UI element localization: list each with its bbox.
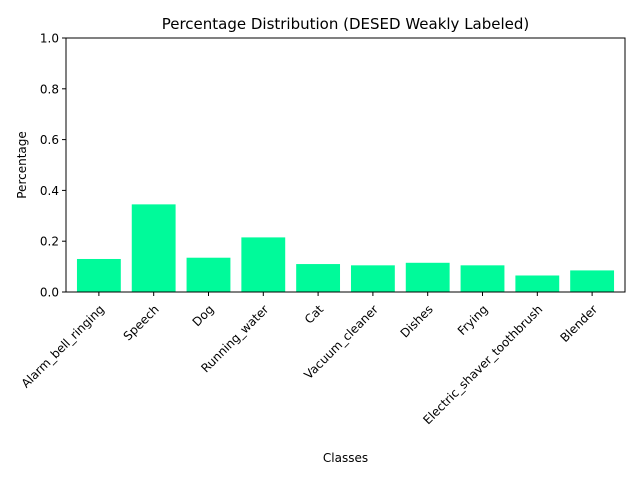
bar-blender [570, 270, 615, 292]
bar-dishes [405, 262, 450, 292]
bar-electric-shaver-toothbrush [515, 275, 560, 292]
y-axis-label: Percentage [15, 131, 29, 199]
bar-cat [296, 264, 341, 292]
axes-group [65, 37, 626, 293]
chart-title: Percentage Distribution (DESED Weakly La… [162, 15, 530, 33]
bars-group [76, 204, 615, 292]
x-axis-label: Classes [323, 451, 368, 465]
y-tick-label: 0.6 [40, 133, 59, 147]
y-tick-label: 0.4 [40, 184, 59, 198]
bar-vacuum-cleaner [350, 265, 395, 292]
bar-running-water [241, 237, 286, 292]
y-ticks-group: 0.0 0.2 0.4 0.6 0.8 1.0 [40, 32, 66, 300]
bar-frying [460, 265, 505, 292]
bar-dog [186, 257, 231, 292]
bar-alarm-bell-ringing [76, 258, 121, 292]
bar-speech [131, 204, 176, 292]
y-tick-label: 0.8 [40, 82, 59, 96]
y-tick-label: 0.0 [40, 286, 59, 300]
y-tick-label: 1.0 [40, 32, 59, 46]
y-tick-label: 0.2 [40, 235, 59, 249]
plot-frame [65, 37, 626, 293]
